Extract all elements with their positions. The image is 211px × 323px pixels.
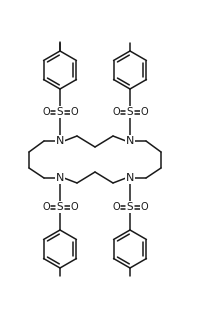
Text: S: S: [57, 202, 63, 212]
Text: N: N: [56, 173, 64, 183]
Text: S: S: [127, 107, 133, 117]
Text: O: O: [112, 202, 120, 212]
Text: O: O: [42, 202, 50, 212]
Text: O: O: [140, 107, 148, 117]
Text: O: O: [112, 107, 120, 117]
Text: S: S: [57, 107, 63, 117]
Text: O: O: [70, 202, 78, 212]
Text: N: N: [126, 136, 134, 146]
Text: N: N: [126, 173, 134, 183]
Text: O: O: [42, 107, 50, 117]
Text: S: S: [127, 202, 133, 212]
Text: O: O: [70, 107, 78, 117]
Text: N: N: [56, 136, 64, 146]
Text: O: O: [140, 202, 148, 212]
